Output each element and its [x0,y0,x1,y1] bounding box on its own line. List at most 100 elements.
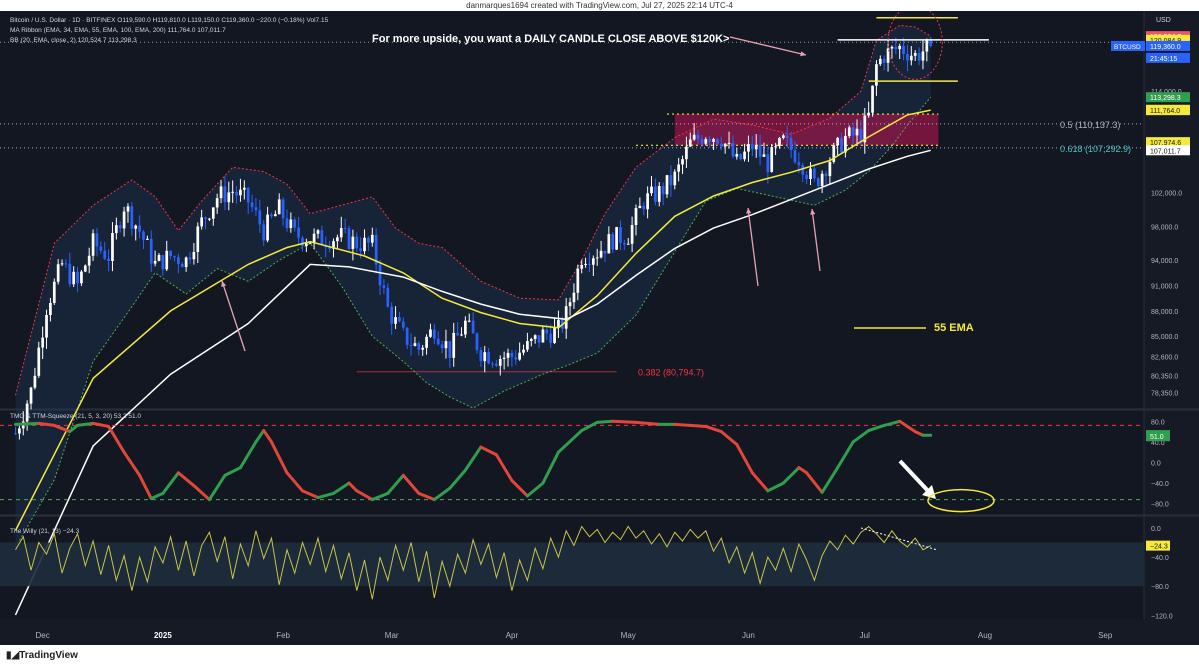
tmo-segment [781,466,801,485]
candle-body [529,339,533,342]
candle-body [813,168,816,179]
candle-body [871,85,874,113]
candle-body [840,137,843,153]
candle-body [878,58,882,65]
candle-body [328,247,331,249]
candle-body [312,233,316,243]
price-label-text: 111,764.0 [1150,108,1180,115]
candle-body [250,202,254,208]
candle-body [510,352,514,358]
willy-tick-label: −80.0 [1151,584,1169,591]
candle-body [68,263,72,285]
candle-body [200,217,204,227]
pink-arrow-head [221,281,227,287]
candle-body [37,347,41,376]
candle-body [440,344,444,349]
candle-body [723,143,727,147]
candle-body [642,205,646,210]
price-label-box [1146,92,1190,103]
candle-body [72,271,76,285]
candle-body [576,268,580,293]
candle-body [343,228,347,230]
btcusd-chart[interactable]: 55 EMA For more upside, you want a DAILY … [0,11,1199,645]
target-ellipse [927,488,995,513]
price-tick-label: 91,000.0 [1151,284,1178,291]
candle-body [258,210,262,225]
candle-body [14,433,17,435]
candle-body [801,165,805,175]
candle-body [301,237,304,247]
candle-body [374,234,378,265]
tmo-segment [905,424,917,434]
candle-body [394,317,397,324]
candle-body [254,207,258,211]
candle-body [103,250,107,259]
candle-body [820,173,824,187]
candle-body [18,428,21,434]
candle-body [553,326,556,344]
tmo-tick-label: −80.0 [1151,502,1169,509]
top-highlight-ellipse [887,11,943,80]
candle-body [766,154,770,172]
candle-body [467,320,471,322]
tmo-segment [797,466,809,475]
candle-body [382,285,386,288]
ema-200-line [14,149,931,616]
tmo-segment [463,445,483,472]
tmo-segment [432,486,452,502]
tmo-segment [525,481,545,498]
time-axis-label: 2025 [154,631,172,640]
candle-body [688,139,692,147]
tmo-segment [898,419,909,428]
tmo-segment [161,471,180,495]
tmo-segment [867,423,886,433]
candle-body [712,139,715,142]
candle-body [708,139,712,142]
candle-body [646,193,649,210]
tmo-pane [0,411,1144,514]
candle-body [273,214,277,217]
candle-body [398,317,401,322]
candle-body [52,281,56,303]
candle-body [452,332,456,358]
candle-body [157,255,161,261]
tmo-segment [68,423,80,434]
time-axis-label: Jul [860,631,870,640]
candle-body [367,237,370,243]
candle-body [925,38,929,52]
candle-body [130,206,134,229]
candle-body [204,217,207,219]
candle-body [506,352,510,358]
tmo-segment [750,471,770,493]
candle-body [622,242,626,245]
candle-body [262,224,266,241]
candle-body [669,175,673,186]
candle-body [448,341,452,358]
candle-body [735,154,739,157]
legend-main: Bitcoin / U.S. Dollar · 1D · BITFINEX O1… [10,17,329,24]
candle-body [696,134,700,140]
candle-body [522,349,525,353]
tmo-segment [704,424,723,434]
legend-ma-ribbon: MA Ribbon (EMA, 34, EMA, 55, EMA, 100, E… [10,27,226,34]
candle-body [638,205,642,209]
candle-body [844,135,847,153]
time-axis-label: Mar [385,631,399,640]
candle-body [347,228,351,249]
bollinger-upper-line [15,24,931,396]
willy-value-text: −24.3 [1150,544,1168,551]
tmo-segment [766,481,785,493]
candle-body [828,161,832,177]
candle-body [727,142,731,144]
candle-body [650,186,653,194]
currency-label: USD [1156,17,1171,24]
candle-body [495,363,498,366]
candle-body [165,250,169,270]
candle-body [173,256,176,258]
price-tick-label: 88,000.0 [1151,309,1178,316]
candle-body [785,135,789,139]
candle-body [142,231,145,240]
candle-body [898,45,902,50]
tmo-segment [14,421,41,426]
tmo-segment [223,466,242,477]
